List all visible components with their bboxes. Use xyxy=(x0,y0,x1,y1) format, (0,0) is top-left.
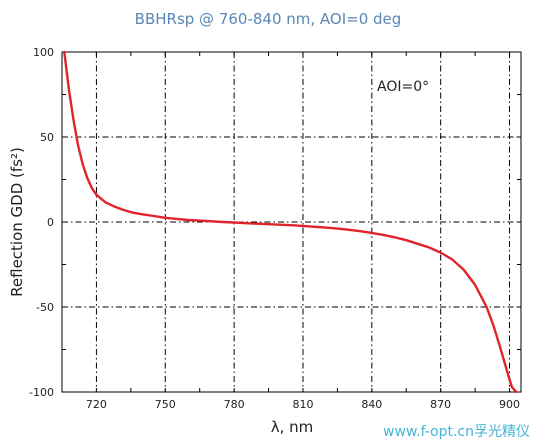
y-tick-label: -50 xyxy=(36,301,54,314)
grid xyxy=(62,52,521,392)
x-tick-label: 810 xyxy=(292,398,313,411)
x-tick-label: 840 xyxy=(361,398,382,411)
watermark-text: www.f-opt.cn孚光精仪 xyxy=(383,424,530,440)
series-line-gdd xyxy=(63,50,518,394)
series-group xyxy=(63,50,518,394)
axis-ticks: 720 750 780 810 840 870 900 100 50 0 -50 -100 xyxy=(29,46,521,411)
y-tick-label: 50 xyxy=(40,131,54,144)
y-tick-label: 0 xyxy=(47,216,54,229)
y-axis-label: Reflection GDD (fs²) xyxy=(8,147,26,297)
x-tick-label: 900 xyxy=(499,398,520,411)
x-tick-label: 780 xyxy=(224,398,245,411)
x-axis-label: λ, nm xyxy=(271,418,314,436)
x-tick-label: 870 xyxy=(430,398,451,411)
y-tick-label: 100 xyxy=(33,46,54,59)
chart-title: BBHRsp @ 760-840 nm, AOI=0 deg xyxy=(135,10,402,28)
annotation-aoi: AOI=0° xyxy=(377,79,429,95)
y-tick-label: -100 xyxy=(29,386,54,399)
x-tick-label: 720 xyxy=(86,398,107,411)
x-tick-label: 750 xyxy=(155,398,176,411)
